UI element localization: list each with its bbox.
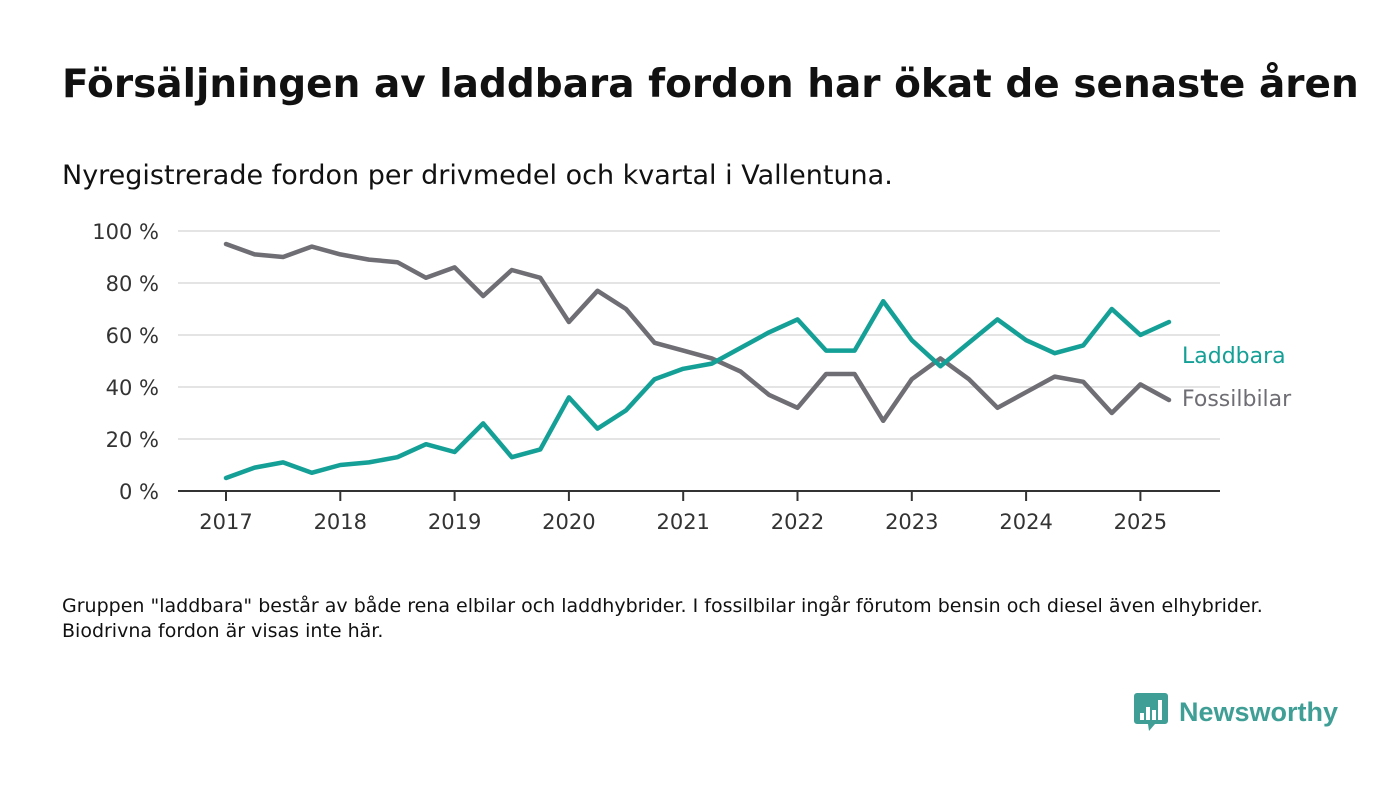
x-tick-label: 2017 (199, 510, 252, 534)
brand-name: Newsworthy (1179, 696, 1339, 727)
x-tick-label: 2020 (542, 510, 595, 534)
y-tick-label: 20 % (106, 428, 159, 452)
series-line-fossilbilar (223, 241, 1172, 424)
x-tick-label: 2018 (314, 510, 367, 534)
y-tick-label: 100 % (92, 220, 159, 244)
y-tick-label: 60 % (106, 324, 159, 348)
series-labels: Laddbara Fossilbilar (1182, 344, 1292, 412)
y-tick-label: 40 % (106, 376, 159, 400)
series-lines (223, 241, 1172, 481)
x-tick-label: 2019 (428, 510, 481, 534)
x-tick-label: 2023 (885, 510, 938, 534)
x-tick-label: 2022 (771, 510, 824, 534)
series-line-laddbara (223, 298, 1172, 481)
y-axis-ticks: 0 % 20 % 40 % 60 % 80 % 100 % (92, 220, 159, 504)
y-tick-label: 80 % (106, 272, 159, 296)
brand-logo[interactable]: Newsworthy (1133, 691, 1338, 733)
bar-chart-icon (1134, 693, 1168, 731)
series-label-laddbara: Laddbara (1182, 344, 1286, 369)
footnote: Gruppen "laddbara" består av både rena e… (62, 595, 1263, 642)
grid-lines (178, 230, 1220, 440)
x-tick-label: 2025 (1114, 510, 1167, 534)
line-chart: 0 % 20 % 40 % 60 % 80 % 100 % 2017 2018 2019 202… (92, 220, 1292, 534)
x-tick-label: 2024 (999, 510, 1052, 534)
y-tick-label: 0 % (119, 480, 159, 504)
x-axis-ticks: 2017 2018 2019 2020 2021 2022 2023 2024 2025 (178, 490, 1220, 534)
chart-title: Försäljningen av laddbara fordon har öka… (62, 62, 1359, 107)
series-label-fossilbilar: Fossilbilar (1182, 387, 1292, 412)
x-tick-label: 2021 (656, 510, 709, 534)
chart-subtitle: Nyregistrerade fordon per drivmedel och … (62, 160, 893, 191)
